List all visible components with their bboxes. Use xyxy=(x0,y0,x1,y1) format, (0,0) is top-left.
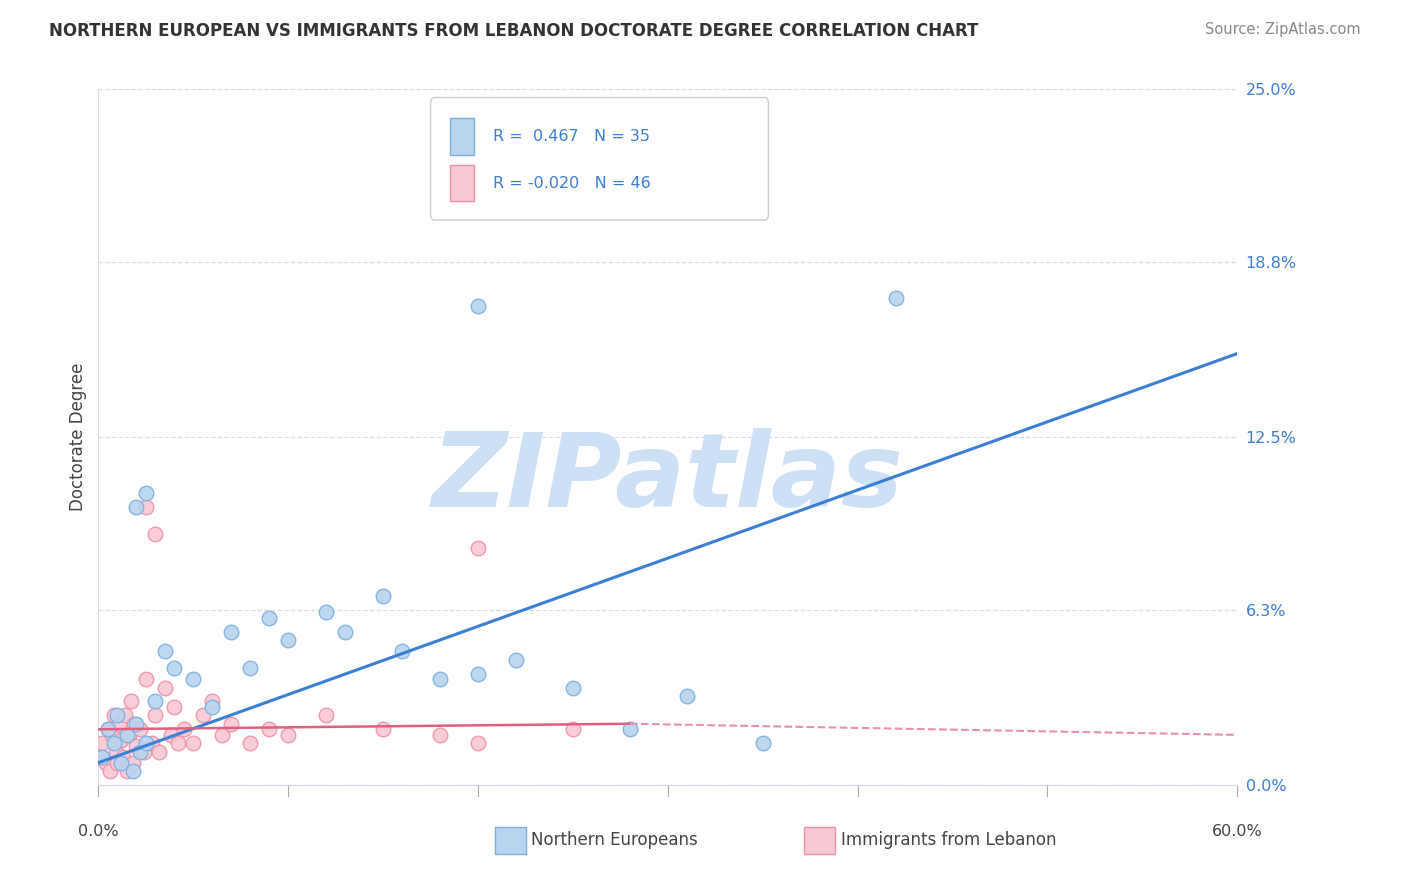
Text: R = -0.020   N = 46: R = -0.020 N = 46 xyxy=(494,176,651,191)
Point xyxy=(259,611,281,625)
Point xyxy=(619,723,641,737)
Point xyxy=(145,527,167,541)
Point xyxy=(153,681,176,695)
Point xyxy=(191,708,214,723)
Point xyxy=(201,700,224,714)
Point xyxy=(562,681,585,695)
Point xyxy=(97,723,120,737)
Point xyxy=(221,624,243,639)
Point xyxy=(141,736,163,750)
Point xyxy=(135,500,157,514)
Point xyxy=(429,672,451,686)
Point xyxy=(97,723,120,737)
Text: R =  0.467   N = 35: R = 0.467 N = 35 xyxy=(494,129,650,144)
Point xyxy=(183,736,205,750)
Point xyxy=(135,672,157,686)
Text: 0.0%: 0.0% xyxy=(79,824,118,838)
Bar xyxy=(450,165,474,202)
Point xyxy=(115,764,138,778)
Point xyxy=(145,694,167,708)
Point xyxy=(167,736,190,750)
Point xyxy=(103,736,125,750)
Point xyxy=(124,716,146,731)
Point xyxy=(125,500,148,514)
Point xyxy=(112,750,135,764)
Point xyxy=(129,723,152,737)
Point xyxy=(335,624,357,639)
Point xyxy=(884,291,907,305)
Point xyxy=(118,728,141,742)
Text: Immigrants from Lebanon: Immigrants from Lebanon xyxy=(841,831,1056,849)
Point xyxy=(183,672,205,686)
Point xyxy=(110,756,132,770)
Point xyxy=(135,736,157,750)
Point xyxy=(467,299,489,313)
Text: ZIPatlas: ZIPatlas xyxy=(432,428,904,529)
Point xyxy=(277,728,299,742)
FancyBboxPatch shape xyxy=(430,97,769,220)
Point xyxy=(163,661,186,675)
Point xyxy=(505,653,527,667)
Point xyxy=(315,606,337,620)
Point xyxy=(467,666,489,681)
Point xyxy=(107,708,129,723)
Text: Source: ZipAtlas.com: Source: ZipAtlas.com xyxy=(1205,22,1361,37)
Point xyxy=(153,644,176,658)
Point xyxy=(129,745,152,759)
Point xyxy=(173,723,195,737)
Point xyxy=(120,694,142,708)
Text: 60.0%: 60.0% xyxy=(1212,824,1263,838)
Text: Northern Europeans: Northern Europeans xyxy=(531,831,699,849)
Point xyxy=(391,644,413,658)
Point xyxy=(163,700,186,714)
Point xyxy=(148,745,170,759)
Text: NORTHERN EUROPEAN VS IMMIGRANTS FROM LEBANON DOCTORATE DEGREE CORRELATION CHART: NORTHERN EUROPEAN VS IMMIGRANTS FROM LEB… xyxy=(49,22,979,40)
Point xyxy=(107,756,129,770)
Point xyxy=(277,633,299,648)
Point xyxy=(211,728,233,742)
Point xyxy=(315,708,337,723)
Point xyxy=(259,723,281,737)
Point xyxy=(125,716,148,731)
Point xyxy=(98,764,121,778)
Point xyxy=(373,589,395,603)
Point xyxy=(373,723,395,737)
Point xyxy=(110,733,132,747)
Point xyxy=(103,708,125,723)
Point xyxy=(159,728,181,742)
Point xyxy=(135,485,157,500)
Point xyxy=(87,750,110,764)
Point xyxy=(562,723,585,737)
Point xyxy=(132,745,155,759)
Point xyxy=(239,661,262,675)
Point xyxy=(201,694,224,708)
Point xyxy=(752,736,775,750)
Point xyxy=(114,708,136,723)
Point xyxy=(94,756,117,770)
Point xyxy=(100,728,122,742)
Point xyxy=(91,736,114,750)
Point xyxy=(108,716,131,731)
Point xyxy=(562,171,585,186)
Point xyxy=(221,716,243,731)
Point xyxy=(104,745,127,759)
Point xyxy=(239,736,262,750)
Point xyxy=(125,739,148,753)
Point xyxy=(429,728,451,742)
Point xyxy=(145,708,167,723)
Point xyxy=(121,756,143,770)
Point xyxy=(115,728,138,742)
Point xyxy=(467,736,489,750)
Y-axis label: Doctorate Degree: Doctorate Degree xyxy=(69,363,87,511)
Bar xyxy=(450,119,474,154)
Point xyxy=(91,750,114,764)
Point xyxy=(467,541,489,556)
Point xyxy=(121,764,143,778)
Point xyxy=(676,689,699,703)
